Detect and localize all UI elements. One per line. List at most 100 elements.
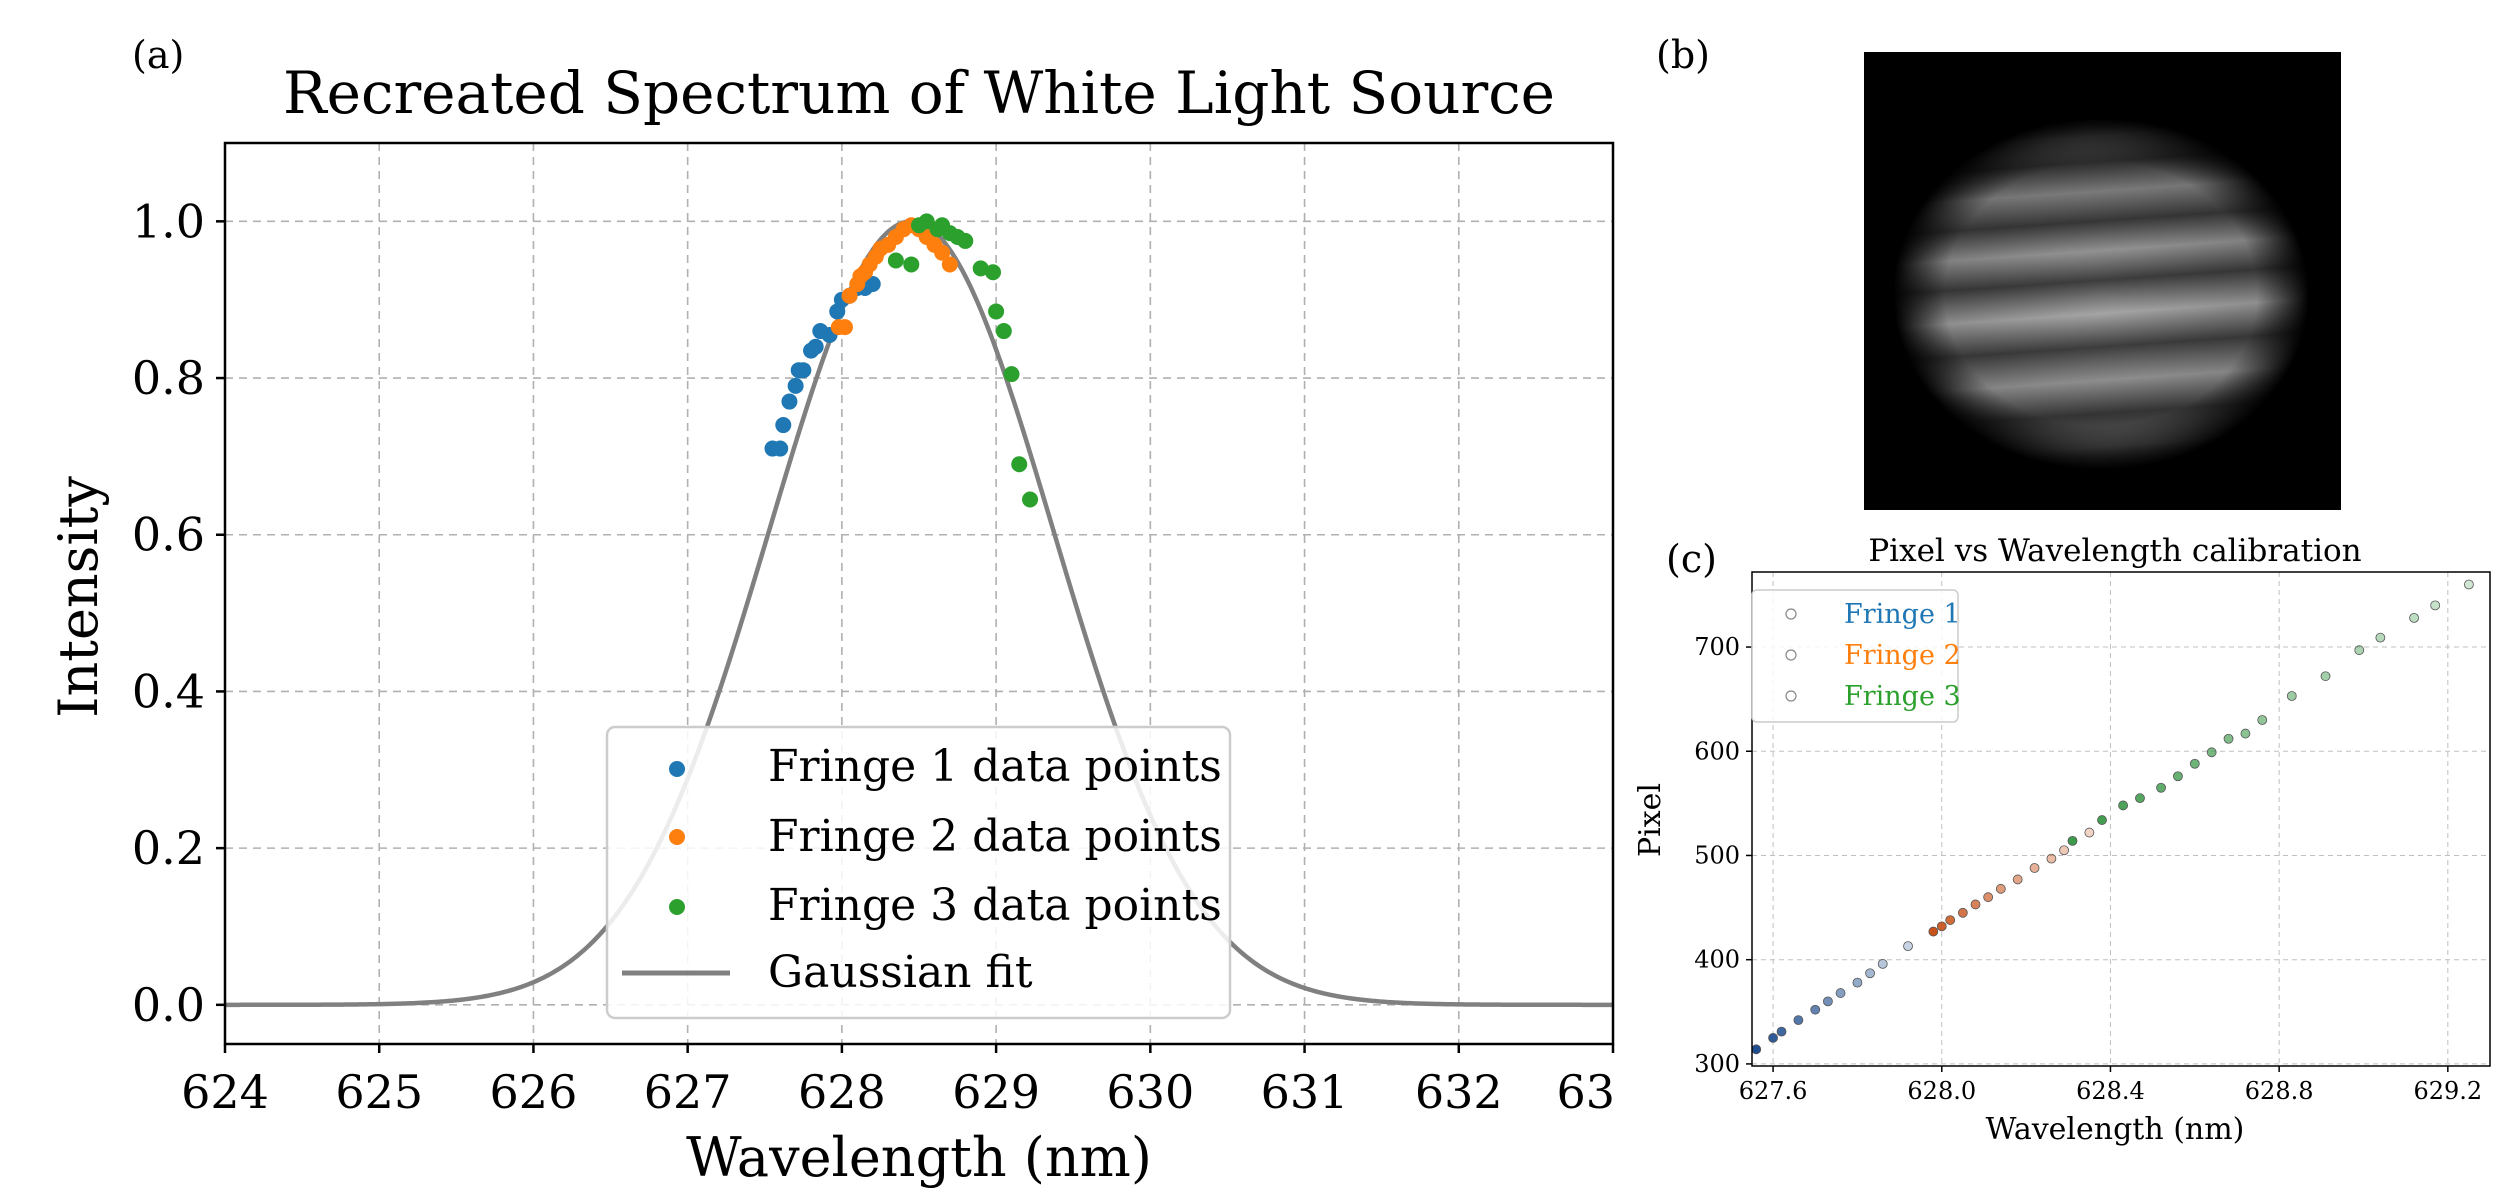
calibration-fringe-1-point	[1768, 1032, 1778, 1043]
calibration-axes-frame	[1751, 571, 2491, 1067]
calibration-x-tick-label: 628.8	[2245, 1077, 2314, 1105]
calibration-fringe-3-point	[2354, 645, 2365, 656]
calibration-fringe-2-point	[1936, 921, 1947, 932]
spectrum-chart: Recreated Spectrum of White Light Source…	[47, 59, 1615, 1189]
calibration-fringe-1-point	[1865, 968, 1875, 979]
calibration-y-tick-label: 500	[1694, 841, 1740, 869]
calibration-fringe-3-point	[2189, 758, 2200, 769]
calibration-x-label: Wavelength (nm)	[1986, 1112, 2245, 1147]
calibration-fringe-2-point	[2029, 863, 2040, 873]
spectrum-x-tick-label: 626	[490, 1065, 578, 1119]
legend-label-gaussian-fit: Gaussian fit	[768, 947, 1033, 998]
fringe-3-point	[985, 264, 1002, 281]
calibration-fringe-1-point	[1903, 941, 1913, 952]
calibration-fringe-3-point	[2257, 715, 2268, 725]
calibration-fringe-3-point	[2206, 747, 2217, 758]
calibration-fringe-3-point	[2430, 600, 2441, 611]
spectrum-x-tick-label: 631	[1261, 1065, 1349, 1119]
spectrum-x-tick-label: 63	[1556, 1065, 1615, 1119]
panel-label-b: (b)	[1656, 33, 1710, 77]
legend-label-fringe-3: Fringe 3 data points	[768, 880, 1222, 931]
fringe-2-point	[941, 256, 958, 273]
spectrum-title: Recreated Spectrum of White Light Source	[283, 59, 1555, 127]
calibration-fringe-2-point	[2084, 827, 2095, 838]
fringe-3-point	[887, 252, 904, 269]
calibration-fringe-3-point	[2375, 632, 2386, 643]
calibration-fringe-3-point	[2156, 782, 2166, 793]
calibration-title: Pixel vs Wavelength calibration	[1868, 533, 2361, 569]
calibration-fringe-1-point	[1877, 958, 1888, 969]
fringe-2-point	[934, 244, 951, 261]
fringe-disc	[1867, 95, 2333, 495]
panel-label-a: (a)	[132, 33, 184, 77]
calibration-y-label: Pixel	[1633, 783, 1668, 857]
spectrum-x-tick-label: 625	[335, 1065, 423, 1119]
fringe-1-point	[807, 338, 824, 355]
fringe-3-point	[1003, 366, 1020, 383]
calibration-fringe-2-point	[1970, 899, 1981, 910]
calibration-fringe-3-point	[2320, 671, 2331, 682]
calibration-fringe-2-point	[1983, 892, 1994, 903]
calibration-fringe-3-point	[2135, 793, 2145, 804]
calibration-legend-label-fringe-1: Fringe 1	[1844, 599, 1961, 630]
fringe-1-point	[781, 393, 798, 410]
legend-marker-fringe-1	[669, 761, 685, 777]
fringe-3-point	[957, 232, 974, 249]
calibration-x-tick-label: 628.4	[2076, 1077, 2145, 1105]
spectrum-x-tick-label: 629	[952, 1065, 1040, 1119]
spectrum-x-tick-label: 630	[1106, 1065, 1194, 1119]
legend-label-fringe-1: Fringe 1 data points	[768, 741, 1222, 792]
calibration-legend-label-fringe-3: Fringe 3	[1844, 681, 1961, 712]
calibration-legend-marker-2	[1785, 649, 1797, 661]
spectrum-legend-box	[605, 725, 1232, 1020]
spectrum-axes-frame	[223, 141, 1615, 1046]
fringe-3-point	[1022, 491, 1039, 508]
calibration-fringe-1-point	[1810, 1004, 1821, 1015]
fringe-3-point	[1011, 456, 1028, 473]
fringe-1-point	[787, 377, 804, 394]
calibration-y-tick-label: 600	[1694, 737, 1740, 765]
calibration-y-ticks: 300 400 500 600 700	[1694, 633, 1752, 1078]
calibration-legend-marker-1	[1785, 608, 1797, 620]
legend-label-fringe-2: Fringe 2 data points	[768, 811, 1222, 862]
spectrum-x-label: Wavelength (nm)	[686, 1126, 1152, 1189]
calibration-fringe-3-point	[2223, 733, 2234, 744]
fringe-1-point	[772, 440, 789, 457]
calibration-fringe-2-point	[2012, 874, 2023, 885]
calibration-fringe-1-point	[1823, 996, 1833, 1007]
calibration-x-tick-label: 629.2	[2413, 1077, 2482, 1105]
panel-label-c: (c)	[1666, 537, 1717, 581]
calibration-y-tick-label: 700	[1694, 633, 1740, 661]
calibration-fringe-1-point	[1752, 1044, 1762, 1055]
calibration-legend-marker-3	[1785, 690, 1797, 702]
fringe-image	[1864, 52, 2341, 510]
calibration-x-tick-label: 628.0	[1907, 1077, 1976, 1105]
calibration-y-tick-label: 300	[1694, 1050, 1740, 1078]
fringe-3-point	[972, 260, 989, 277]
spectrum-x-tick-label: 627	[644, 1065, 732, 1119]
legend-marker-fringe-2	[669, 829, 685, 845]
calibration-grid	[1752, 572, 2490, 1066]
spectrum-x-ticks: 624 625 626 627 628 629 630 631 632 63	[181, 1044, 1615, 1119]
fringe-3-point	[995, 323, 1012, 340]
calibration-fringe-3-point	[2118, 800, 2129, 811]
calibration-y-tick-label: 400	[1694, 946, 1740, 974]
spectrum-data-points	[764, 213, 1039, 508]
spectrum-y-tick-label: 0.4	[132, 664, 205, 718]
calibration-fringe-3-point	[2240, 728, 2251, 739]
spectrum-y-tick-label: 0.8	[132, 351, 205, 405]
calibration-fringe-3-point	[2464, 579, 2474, 590]
calibration-fringe-1-point	[1852, 977, 1863, 988]
spectrum-y-ticks: 0.0 0.2 0.4 0.6 0.8 1.0	[132, 194, 225, 1032]
calibration-legend-box	[1751, 589, 1959, 723]
fringe-bands	[1867, 95, 2333, 495]
calibration-fringe-2-point	[1928, 926, 1939, 937]
spectrum-x-tick-label: 624	[181, 1065, 269, 1119]
calibration-legend: Fringe 1 Fringe 2 Fringe 3	[1751, 589, 1961, 723]
fringe-2-point	[836, 319, 853, 336]
calibration-x-tick-label: 627.6	[1739, 1077, 1808, 1105]
calibration-fringe-2-point	[2046, 853, 2057, 864]
calibration-legend-label-fringe-2: Fringe 2	[1844, 640, 1961, 671]
calibration-fringe-3-point	[2173, 771, 2183, 782]
